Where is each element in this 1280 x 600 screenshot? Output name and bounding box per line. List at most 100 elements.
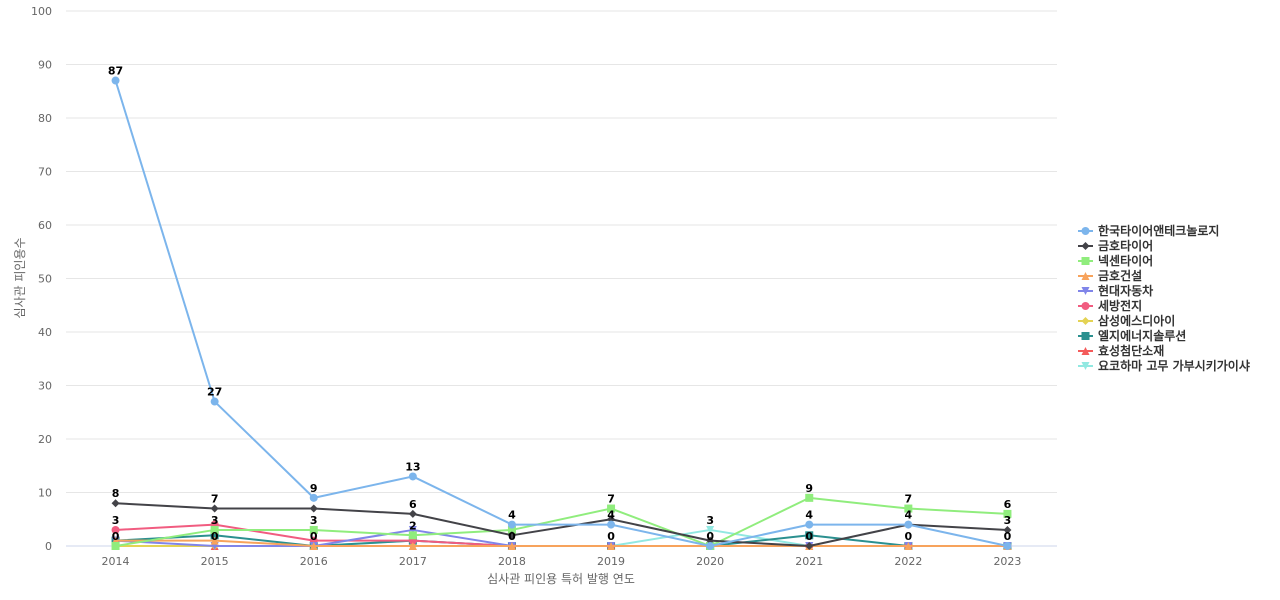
data-point xyxy=(607,520,616,529)
data-label: 4 xyxy=(905,509,913,522)
data-point xyxy=(309,504,318,513)
data-point xyxy=(607,504,616,513)
data-label: 0 xyxy=(706,530,714,543)
y-tick-label: 10 xyxy=(38,487,52,500)
legend-label: 금호건설 xyxy=(1098,268,1142,283)
y-tick-label: 90 xyxy=(38,59,52,72)
x-tick-label: 2019 xyxy=(597,555,625,568)
data-point xyxy=(210,504,219,513)
data-label: 0 xyxy=(1004,530,1012,543)
legend-marker xyxy=(1081,227,1090,235)
data-label: 3 xyxy=(310,514,318,527)
data-label: 0 xyxy=(211,530,219,543)
data-point xyxy=(408,509,417,518)
data-point xyxy=(805,542,814,550)
y-tick-label: 80 xyxy=(38,112,52,125)
data-point xyxy=(111,499,120,508)
gridlines xyxy=(66,10,1057,547)
data-label: 0 xyxy=(508,530,516,543)
legend-label: 효성첨단소재 xyxy=(1098,343,1164,358)
series-lines xyxy=(111,76,1012,550)
series-line xyxy=(114,80,1008,547)
data-label: 7 xyxy=(211,493,219,506)
data-point xyxy=(904,542,913,550)
data-point xyxy=(408,525,417,534)
data-point xyxy=(111,76,120,85)
data-label: 87 xyxy=(108,65,123,78)
legend-item[interactable]: 삼성에스디아이 xyxy=(1078,313,1175,328)
legend-marker xyxy=(1081,362,1090,370)
x-tick-label: 2014 xyxy=(102,555,130,568)
x-tick-label: 2015 xyxy=(201,555,229,568)
legend-item[interactable]: 한국타이어앤테크놀로지 xyxy=(1078,223,1219,238)
series xyxy=(111,76,1012,550)
data-label: 0 xyxy=(112,530,120,543)
legend-marker xyxy=(1081,332,1090,340)
data-point xyxy=(507,542,516,550)
series-line xyxy=(115,496,1008,547)
y-tick-label: 100 xyxy=(31,5,52,18)
legend-label: 엘지에너지솔루션 xyxy=(1098,328,1186,343)
x-axis-title: 심사관 피인용 특허 발행 연도 xyxy=(487,571,635,586)
data-label: 3 xyxy=(112,514,120,527)
legend-item[interactable]: 요코하마 고무 가부시키가이샤 xyxy=(1078,358,1250,373)
legend-label: 현대자동차 xyxy=(1098,283,1153,298)
y-tick-label: 60 xyxy=(38,219,52,232)
series-line xyxy=(115,534,1008,547)
data-point xyxy=(1003,542,1012,550)
data-label: 3 xyxy=(211,514,219,527)
legend-item[interactable]: 효성첨단소재 xyxy=(1078,343,1164,358)
data-point xyxy=(805,493,814,502)
data-point xyxy=(210,536,219,545)
data-point xyxy=(210,525,219,534)
data-point xyxy=(111,542,120,550)
legend-marker xyxy=(1081,302,1090,310)
data-point xyxy=(706,525,715,534)
data-point xyxy=(408,531,417,540)
legend-item[interactable]: 세방전지 xyxy=(1078,298,1142,313)
legend-label: 금호타이어 xyxy=(1098,238,1153,253)
x-tick-label: 2020 xyxy=(696,555,724,568)
legend-item[interactable]: 엘지에너지솔루션 xyxy=(1078,328,1186,343)
y-tick-label: 70 xyxy=(38,166,52,179)
y-axis-title: 심사관 피인용수 xyxy=(13,237,27,318)
legend-item[interactable]: 현대자동차 xyxy=(1078,283,1153,298)
legend: 한국타이어앤테크놀로지금호타이어넥센타이어금호건설현대자동차세방전지삼성에스디아… xyxy=(1078,223,1250,373)
data-point xyxy=(507,531,516,540)
series-line xyxy=(115,502,1008,547)
legend-item[interactable]: 금호타이어 xyxy=(1078,238,1153,253)
data-label: 4 xyxy=(508,509,516,522)
y-tick-label: 20 xyxy=(38,433,52,446)
data-label: 7 xyxy=(905,493,913,506)
data-point xyxy=(1003,509,1012,518)
legend-marker xyxy=(1081,317,1090,325)
data-label: 4 xyxy=(805,509,813,522)
legend-marker xyxy=(1081,272,1090,280)
data-point xyxy=(607,542,616,550)
data-label: 2 xyxy=(409,519,417,532)
y-tick-label: 40 xyxy=(38,326,52,339)
legend-marker xyxy=(1081,347,1090,355)
series-line xyxy=(115,539,1008,547)
legend-item[interactable]: 넥센타이어 xyxy=(1078,253,1153,268)
data-point xyxy=(805,531,814,540)
legend-item[interactable]: 금호건설 xyxy=(1078,268,1142,283)
x-tick-label: 2022 xyxy=(894,555,922,568)
legend-label: 삼성에스디아이 xyxy=(1098,313,1175,328)
x-tick-label: 2018 xyxy=(498,555,526,568)
data-label: 3 xyxy=(1004,514,1012,527)
data-point xyxy=(706,542,715,550)
data-label: 6 xyxy=(409,498,417,511)
legend-marker xyxy=(1081,242,1090,250)
data-label: 9 xyxy=(310,482,318,495)
data-labels: 87 8 3 0 27 7 3 0 9 3 0 13 6 2 4 0 7 4 0 3 0 9 4 0 7 4 0 6 3 0 xyxy=(108,65,1012,543)
data-label: 0 xyxy=(905,530,913,543)
data-point xyxy=(805,520,814,529)
data-point xyxy=(507,520,516,529)
data-label: 0 xyxy=(805,530,813,543)
data-label: 6 xyxy=(1004,498,1012,511)
y-tick-label: 0 xyxy=(45,540,52,553)
legend-label: 넥센타이어 xyxy=(1098,253,1153,268)
